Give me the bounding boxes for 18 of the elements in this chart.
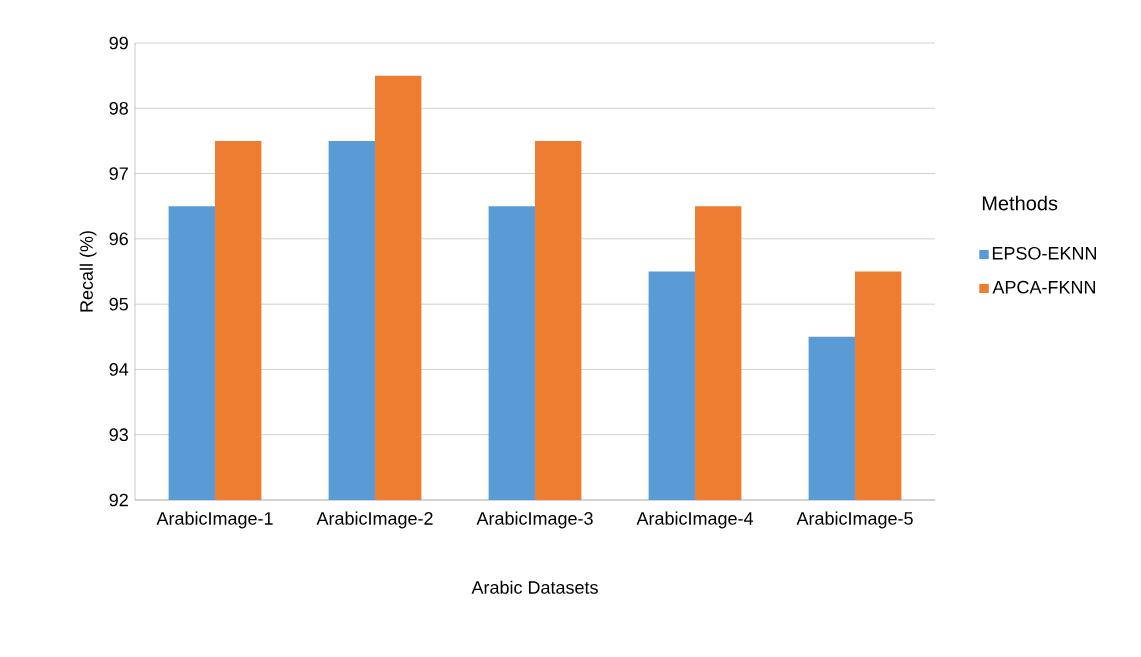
y-tick-label: 93 (109, 428, 128, 442)
y-tick-label: 92 (109, 493, 128, 507)
y-tick-label: 95 (109, 297, 128, 311)
legend-title: Methods (982, 195, 1058, 211)
y-tick-label: 97 (109, 167, 128, 180)
y-axis-title: Recall (%) (79, 231, 97, 312)
x-tick-label: ArabicImage-2 (316, 511, 433, 529)
legend-label: APCA-FKNN (992, 280, 1095, 294)
x-tick-label: ArabicImage-1 (156, 511, 273, 529)
y-tick-label: 96 (109, 232, 128, 246)
y-tick-label: 98 (109, 101, 128, 115)
y-tick-label: 99 (109, 36, 128, 50)
x-tick-label: ArabicImage-3 (476, 511, 593, 529)
legend-label: EPSO-EKNN (992, 246, 1096, 260)
y-tick-label: 94 (109, 363, 129, 376)
x-tick-label: ArabicImage-5 (796, 511, 913, 529)
x-tick-label: ArabicImage-4 (636, 511, 753, 529)
x-axis-title: Arabic Datasets (471, 580, 598, 594)
